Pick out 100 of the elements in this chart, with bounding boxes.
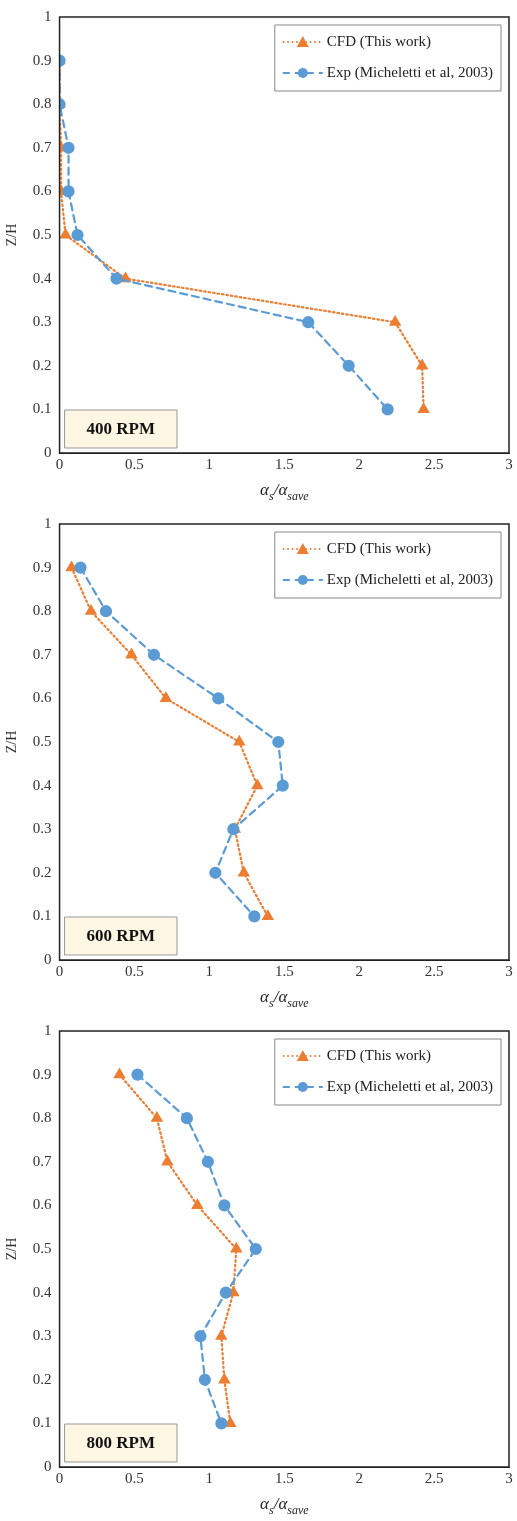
- x-tick-label: 0: [55, 455, 64, 472]
- point: [215, 1330, 227, 1340]
- point: [198, 1373, 211, 1386]
- legend-label: Exp (Micheletti et al, 2003): [326, 570, 493, 588]
- y-tick-label: 0.3: [32, 820, 52, 837]
- point: [147, 648, 161, 661]
- x-tick-label: 3: [505, 1469, 513, 1486]
- y-tick-label: 0.7: [32, 1152, 53, 1169]
- legend-label: Exp (Micheletti et al, 2003): [326, 1077, 493, 1095]
- x-tick-label: 3: [505, 455, 513, 472]
- x-tick-label: 1.5: [274, 455, 294, 472]
- x-tick-label: 3: [505, 962, 513, 979]
- point: [233, 735, 245, 746]
- y-tick-label: 0.7: [32, 645, 53, 662]
- point: [218, 1373, 230, 1384]
- annotation: 600 RPM: [86, 926, 156, 946]
- x-tick-label: 1: [205, 962, 214, 979]
- y-tick-label: 0.5: [32, 1239, 52, 1256]
- point: [71, 228, 84, 242]
- y-tick-label: 0: [44, 1457, 52, 1474]
- x-tick-label: 0.5: [125, 455, 144, 472]
- point: [272, 735, 285, 749]
- x-tick-label: 0.5: [125, 1469, 144, 1486]
- point: [238, 866, 250, 877]
- y-tick-label: 0.4: [32, 776, 53, 793]
- y-tick-label: 0.1: [32, 907, 52, 924]
- point: [191, 1199, 203, 1209]
- y-axis-title: Z/H: [4, 223, 20, 247]
- y-tick-label: 0.1: [32, 400, 52, 417]
- x-tick-label: 1.5: [274, 1469, 294, 1486]
- legend-label: CFD (This work): [326, 1046, 431, 1064]
- y-tick-label: 0.5: [32, 225, 52, 242]
- legend-label: Exp (Micheletti et al, 2003): [326, 63, 493, 81]
- y-tick-label: 0.6: [32, 182, 53, 199]
- y-tick-label: 0.2: [32, 356, 52, 373]
- x-tick-label: 1.5: [274, 962, 294, 979]
- point: [215, 1417, 228, 1430]
- y-tick-label: 0.9: [32, 1065, 52, 1082]
- y-tick-label: 0.3: [32, 1327, 52, 1344]
- x-tick-label: 2.5: [424, 455, 444, 472]
- point: [194, 1330, 207, 1343]
- x-tick-label: 0.5: [125, 962, 144, 979]
- y-tick-label: 0.8: [32, 1109, 52, 1126]
- y-tick-label: 0: [44, 443, 52, 460]
- y-tick-label: 0.4: [32, 269, 53, 286]
- y-tick-label: 0.1: [32, 1414, 52, 1431]
- y-tick-label: 0.2: [32, 863, 52, 880]
- point: [342, 359, 355, 372]
- x-tick-label: 2: [355, 962, 363, 979]
- point: [212, 692, 225, 705]
- point: [248, 910, 261, 923]
- x-tick-label: 1: [205, 1469, 214, 1486]
- point: [381, 403, 394, 416]
- point: [161, 1155, 173, 1166]
- y-tick-label: 0.2: [32, 1370, 52, 1387]
- x-tick-label: 2: [355, 455, 363, 472]
- point: [218, 1199, 231, 1212]
- point: [62, 141, 75, 154]
- point: [160, 692, 172, 702]
- y-tick-label: 0.8: [32, 602, 52, 619]
- point: [209, 866, 222, 879]
- y-axis-title: Z/H: [4, 1237, 20, 1261]
- y-tick-label: 0.9: [32, 51, 52, 68]
- x-tick-label: 0: [55, 962, 64, 979]
- point: [389, 316, 401, 326]
- y-axis-title: Z/H: [4, 730, 20, 754]
- point: [66, 561, 77, 572]
- y-tick-label: 0.5: [32, 732, 52, 749]
- y-tick-label: 0.8: [32, 95, 52, 112]
- point: [110, 272, 123, 285]
- point: [302, 316, 315, 329]
- y-tick-label: 0.6: [32, 1196, 53, 1213]
- x-tick-label: 2.5: [424, 962, 444, 979]
- y-tick-label: 0.6: [32, 689, 53, 706]
- point: [249, 1242, 262, 1256]
- x-tick-label: 2: [355, 1469, 363, 1486]
- legend-label: CFD (This work): [326, 539, 431, 557]
- x-tick-label: 2.5: [424, 1469, 444, 1486]
- point: [74, 561, 87, 574]
- point: [276, 779, 289, 792]
- annotation: 400 RPM: [86, 419, 156, 439]
- point: [99, 605, 113, 618]
- y-tick-label: 0.7: [32, 138, 53, 155]
- legend-label: CFD (This work): [326, 32, 431, 50]
- y-tick-label: 0.9: [32, 558, 52, 575]
- point: [62, 185, 75, 198]
- annotation: 800 RPM: [86, 1433, 156, 1453]
- point: [230, 1242, 242, 1253]
- point: [151, 1112, 163, 1122]
- point: [60, 228, 71, 239]
- y-tick-label: 1: [44, 7, 52, 24]
- point: [126, 648, 137, 659]
- y-tick-label: 0.4: [32, 1283, 53, 1300]
- x-tick-label: 0: [55, 1469, 64, 1486]
- y-tick-label: 0: [44, 950, 52, 967]
- x-tick-label: 1: [205, 455, 214, 472]
- point: [131, 1068, 144, 1081]
- point: [201, 1155, 214, 1168]
- point: [416, 359, 428, 370]
- y-tick-label: 0.3: [32, 313, 52, 330]
